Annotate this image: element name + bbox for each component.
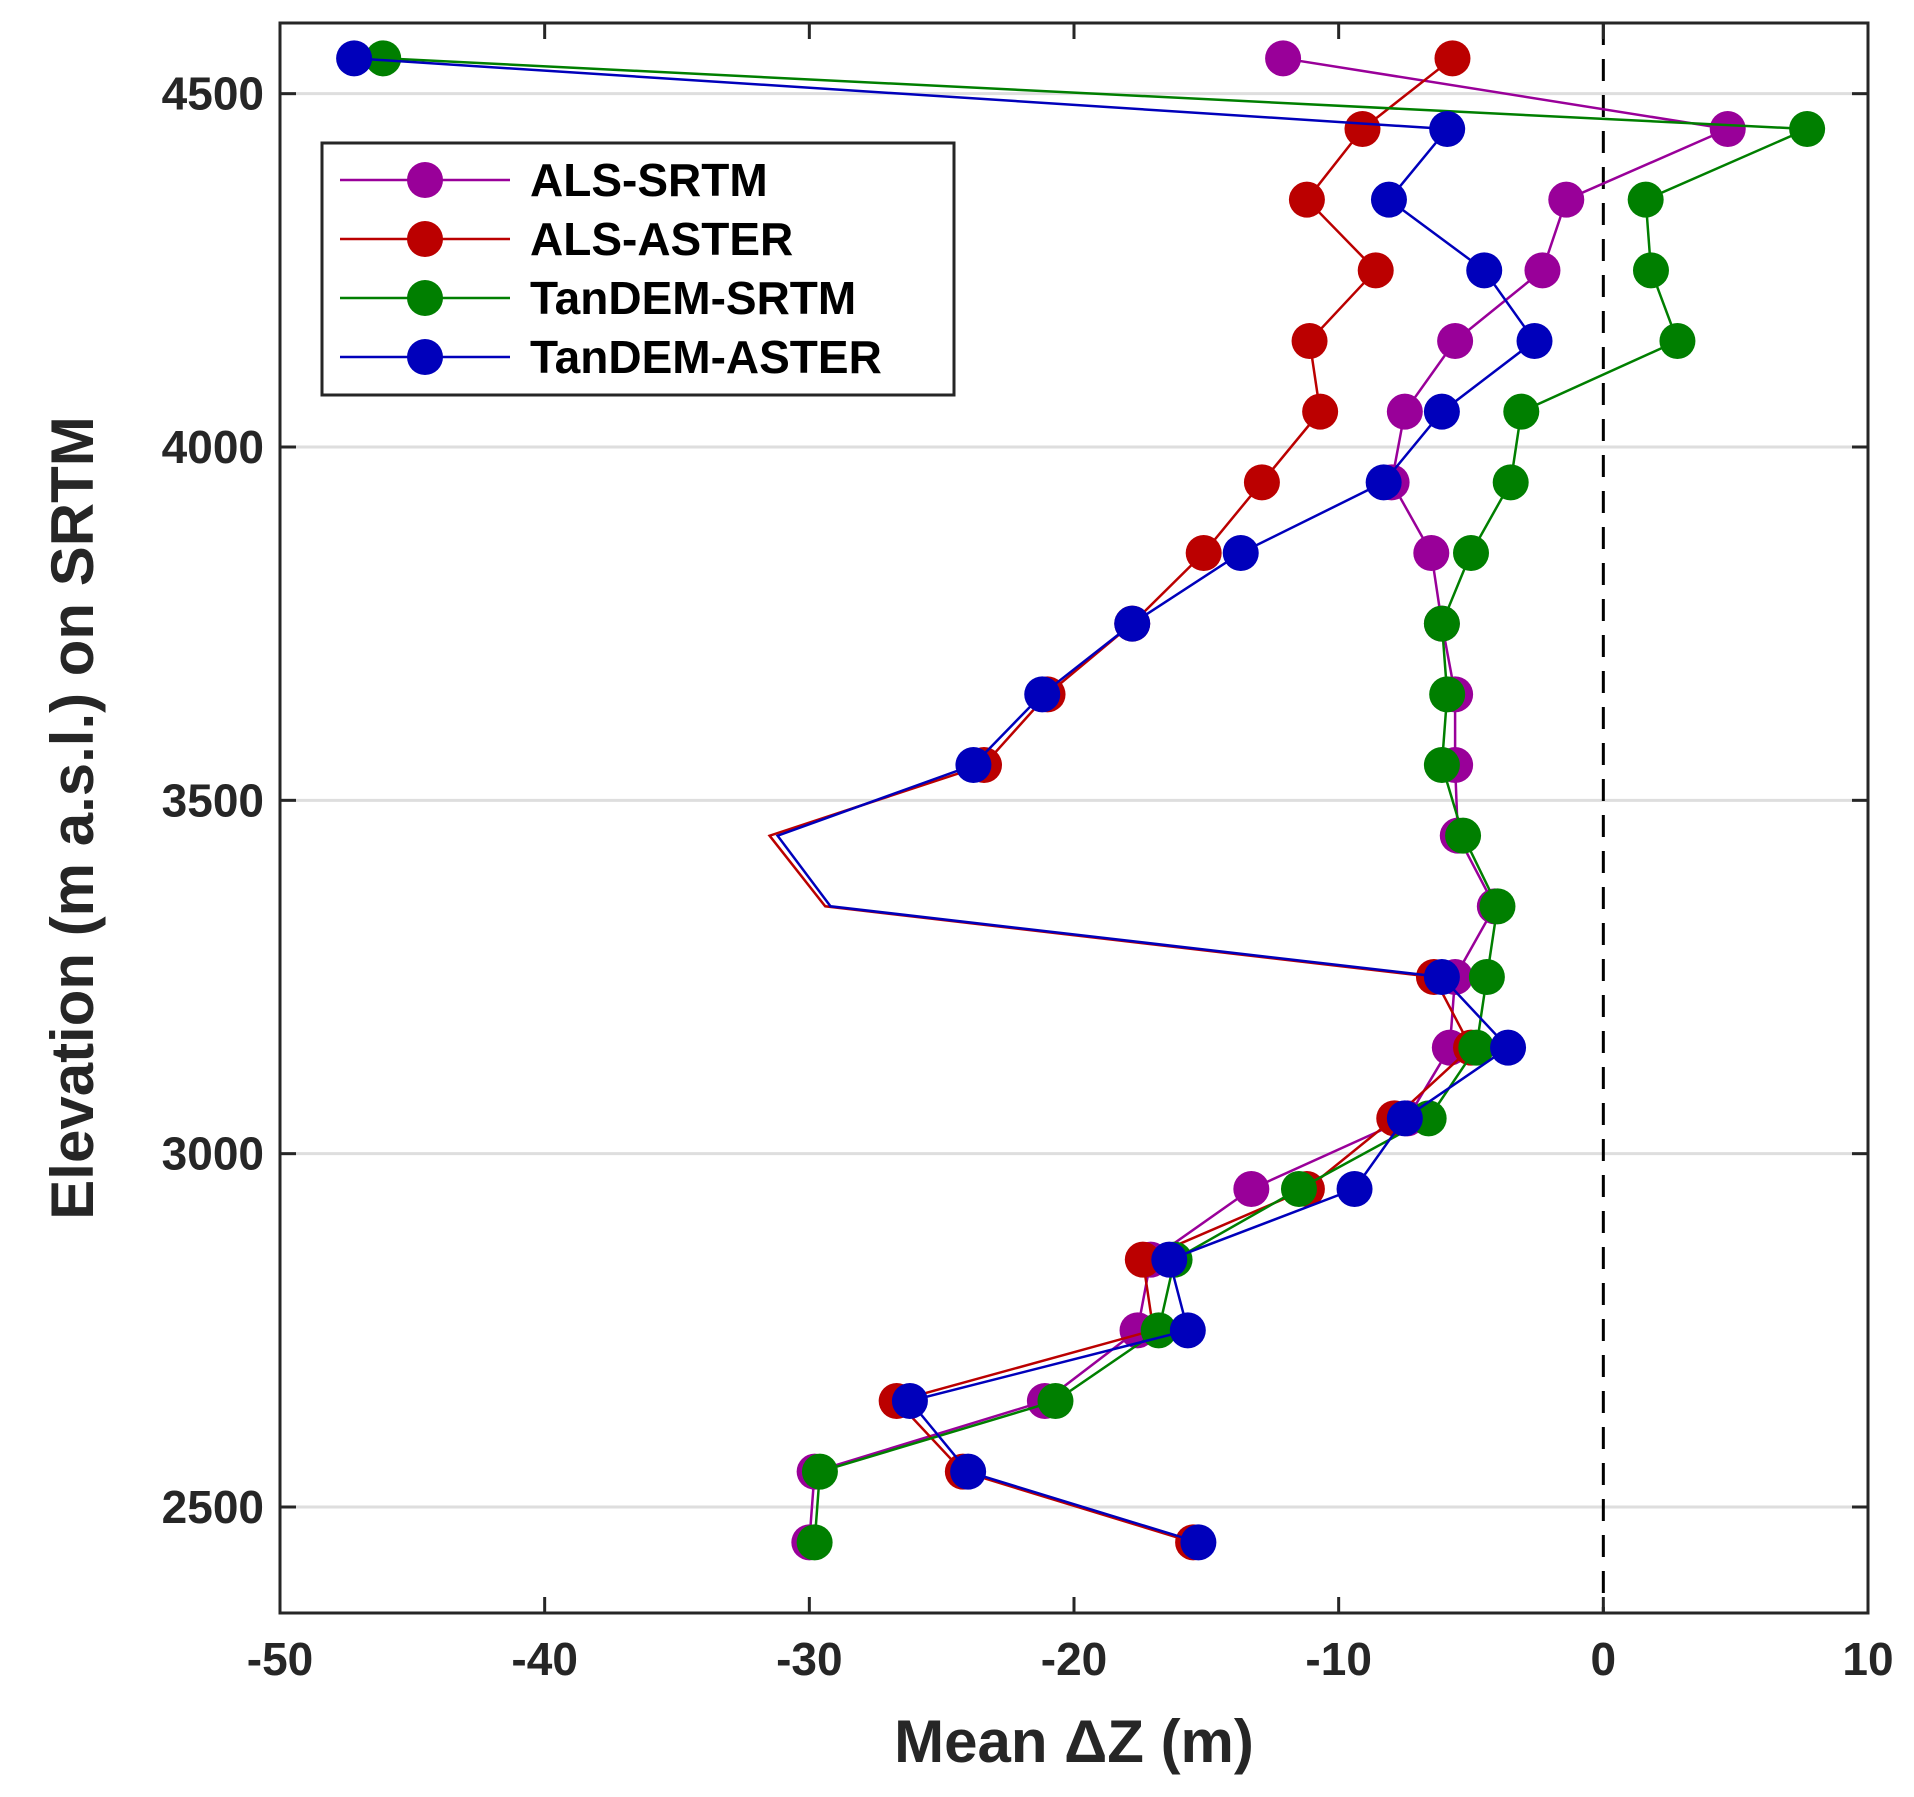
data-point: [1709, 111, 1746, 147]
data-point: [1280, 1171, 1317, 1207]
y-tick-labels: 2500 3000 3500 4000 4500: [162, 68, 264, 1533]
data-point: [1124, 1241, 1161, 1278]
data-point: [1659, 323, 1696, 359]
data-point: [1468, 959, 1505, 995]
data-point: [1445, 817, 1482, 854]
series-line: [354, 57, 1537, 1544]
data-point: [1479, 888, 1516, 925]
legend-marker: [407, 221, 443, 257]
legend-label: ALS-ASTER: [530, 213, 793, 265]
axis-ticks: [278, 23, 1870, 1613]
data-point: [1233, 1171, 1270, 1207]
y-tick-label: 3500: [162, 774, 264, 826]
y-tick-label: 3000: [162, 1128, 264, 1180]
series-line: [808, 57, 1733, 1543]
legend-entry: ALS-SRTM: [340, 154, 768, 206]
data-point: [1627, 181, 1664, 218]
data-point: [1524, 252, 1561, 289]
data-point: [1490, 1029, 1527, 1066]
data-point: [1503, 393, 1540, 430]
data-point: [1180, 1524, 1217, 1561]
x-tick-label: -30: [776, 1633, 842, 1685]
x-tick-label: -50: [247, 1633, 313, 1685]
data-point: [1151, 1241, 1188, 1278]
legend: ALS-SRTM ALS-ASTER TanDEM-SRTM TanDEM-ASTER: [320, 141, 956, 397]
data-point: [365, 40, 402, 77]
data-point: [1243, 464, 1280, 501]
data-point: [1466, 252, 1503, 289]
data-point: [1429, 111, 1466, 147]
legend-label: TanDEM-SRTM: [530, 272, 856, 324]
series-line: [383, 57, 1808, 1543]
data-point: [1423, 393, 1460, 430]
data-point: [1789, 111, 1826, 147]
x-tick-label: 10: [1842, 1633, 1893, 1685]
data-point: [801, 1453, 838, 1490]
data-point: [1458, 1029, 1495, 1066]
series-tandem-srtm: [365, 40, 1826, 1561]
data-point: [1423, 747, 1460, 783]
data-point: [1265, 40, 1302, 77]
data-point: [1437, 323, 1474, 359]
data-point: [1423, 959, 1460, 995]
data-point: [1492, 464, 1529, 501]
data-point: [1386, 1100, 1423, 1137]
legend-marker: [407, 162, 443, 198]
data-point: [1370, 181, 1407, 218]
y-tick-label: 4000: [162, 421, 264, 473]
legend-marker: [407, 339, 443, 375]
data-point: [1185, 535, 1222, 571]
x-axis-title: Mean ΔZ (m): [894, 1708, 1254, 1775]
data-point: [1024, 676, 1061, 713]
data-point: [1386, 393, 1423, 430]
data-point: [1548, 181, 1585, 218]
data-point: [1357, 252, 1394, 289]
x-tick-label: -20: [1041, 1633, 1107, 1685]
data-point: [1344, 111, 1381, 147]
data-point: [1423, 605, 1460, 642]
series-tandem-aster: [336, 40, 1553, 1561]
data-point: [1114, 605, 1151, 642]
data-point: [950, 1453, 987, 1490]
legend-label: TanDEM-ASTER: [530, 331, 882, 383]
legend-entry: ALS-ASTER: [340, 213, 793, 265]
data-point: [1288, 181, 1325, 218]
data-point: [1434, 40, 1471, 77]
data-point: [796, 1524, 833, 1561]
legend-label: ALS-SRTM: [530, 154, 768, 206]
data-point: [1291, 323, 1328, 359]
legend-entry: TanDEM-SRTM: [340, 272, 856, 324]
data-point: [1516, 323, 1553, 359]
data-point: [1632, 252, 1669, 289]
y-tick-label: 4500: [162, 68, 264, 120]
data-point: [1302, 393, 1339, 430]
y-tick-label: 2500: [162, 1481, 264, 1533]
y-axis-title: Elevation (m a.s.l.) on SRTM: [39, 416, 106, 1219]
data-point: [1429, 676, 1466, 713]
data-point: [1169, 1312, 1206, 1349]
legend-entry: TanDEM-ASTER: [340, 331, 882, 383]
data-point: [336, 40, 373, 77]
x-tick-label: 0: [1591, 1633, 1617, 1685]
data-point: [1453, 535, 1489, 571]
data-point: [955, 747, 992, 783]
x-tick-label: -10: [1305, 1633, 1371, 1685]
data-point: [1413, 535, 1450, 571]
data-point: [1336, 1171, 1373, 1207]
legend-marker: [407, 280, 443, 316]
data-point: [1365, 464, 1402, 501]
data-point: [1222, 535, 1259, 571]
x-tick-labels: -50 -40 -30 -20 -10 0 10: [247, 1633, 1894, 1685]
data-point: [891, 1383, 928, 1419]
series-group: [336, 40, 1826, 1561]
x-tick-label: -40: [511, 1633, 577, 1685]
data-point: [1037, 1383, 1074, 1419]
